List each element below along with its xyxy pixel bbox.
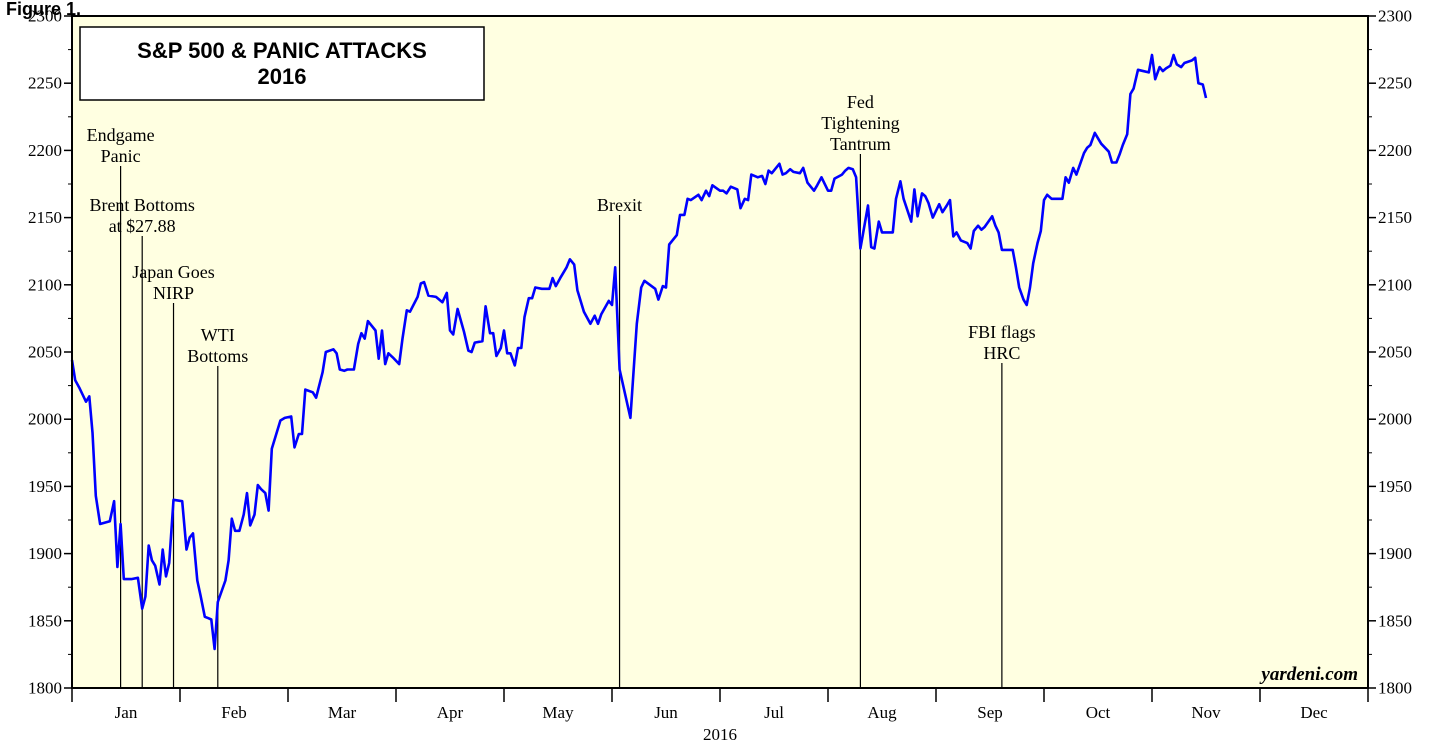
title-box: S&P 500 & PANIC ATTACKS 2016 [79,26,485,101]
x-axis-title: 2016 [703,725,737,744]
source-label: yardeni.com [1259,664,1358,685]
y-tick-label-right: 1950 [1378,477,1412,496]
y-axis-left: 1800 1850 1900 1950 2000 2050 2100 2150 2200 2250… [28,7,72,698]
event-label: Endgame [87,125,155,145]
y-tick-label-left: 2050 [28,343,62,362]
y-tick-label-left: 1950 [28,477,62,496]
y-axis-right: 1800 1850 1900 1950 2000 2050 2100 2150 2200 2250… [1368,7,1412,698]
y-tick-label-left: 2200 [28,141,62,160]
plot-background [72,16,1368,688]
x-tick-label: Oct [1086,703,1111,722]
y-tick-label-left: 2100 [28,275,62,294]
y-tick-label-right: 2250 [1378,74,1412,93]
event-label: Bottoms [187,346,248,366]
event-label: Japan Goes [132,262,214,282]
event-label: HRC [983,343,1020,363]
chart-title: S&P 500 & PANIC ATTACKS [137,38,427,63]
event-label: Tightening [821,113,899,133]
x-tick-label: Sep [977,703,1003,722]
x-tick-label: Mar [328,703,357,722]
y-tick-label-left: 1900 [28,544,62,563]
y-tick-label-right: 2200 [1378,141,1412,160]
x-tick-label: Jul [764,703,784,722]
y-tick-label-left: 2300 [28,7,62,26]
x-tick-label: Jun [654,703,678,722]
event-label: NIRP [153,283,194,303]
x-tick-label: Feb [221,703,247,722]
y-tick-label-right: 1800 [1378,679,1412,698]
y-tick-label-left: 2000 [28,410,62,429]
x-tick-label: Dec [1300,703,1328,722]
event-label: at $27.88 [109,216,176,236]
sp500-series-line [70,53,1208,651]
x-tick-label: Nov [1191,703,1221,722]
event-label: WTI [201,325,235,345]
event-label: Brexit [597,195,642,215]
y-tick-label-right: 2150 [1378,208,1412,227]
y-tick-label-left: 2150 [28,208,62,227]
y-tick-label-right: 1850 [1378,611,1412,630]
plot-frame [71,15,1369,689]
event-label: Fed [847,92,874,112]
y-tick-label-left: 1800 [28,679,62,698]
x-tick-label: Aug [867,703,897,722]
y-tick-label-right: 2050 [1378,343,1412,362]
event-label: FBI flags [968,322,1036,342]
event-label: Tantrum [830,134,891,154]
x-tick-label: Apr [437,703,464,722]
figure-label: Figure 1. [6,0,81,19]
y-tick-label-right: 2100 [1378,275,1412,294]
y-tick-label-left: 1850 [28,611,62,630]
x-tick-label: Jan [115,703,138,722]
y-tick-label-left: 2250 [28,74,62,93]
event-label: Brent Bottoms [89,195,195,215]
y-tick-label-right: 1900 [1378,544,1412,563]
y-tick-label-right: 2000 [1378,410,1412,429]
event-label: Panic [101,146,141,166]
y-tick-label-right: 2300 [1378,7,1412,26]
x-axis: Jan Feb Mar Apr May Jun Jul Aug Sep Oct Nov Dec [71,688,1369,722]
chart-subtitle: 2016 [258,64,307,89]
x-tick-label: May [542,703,574,722]
